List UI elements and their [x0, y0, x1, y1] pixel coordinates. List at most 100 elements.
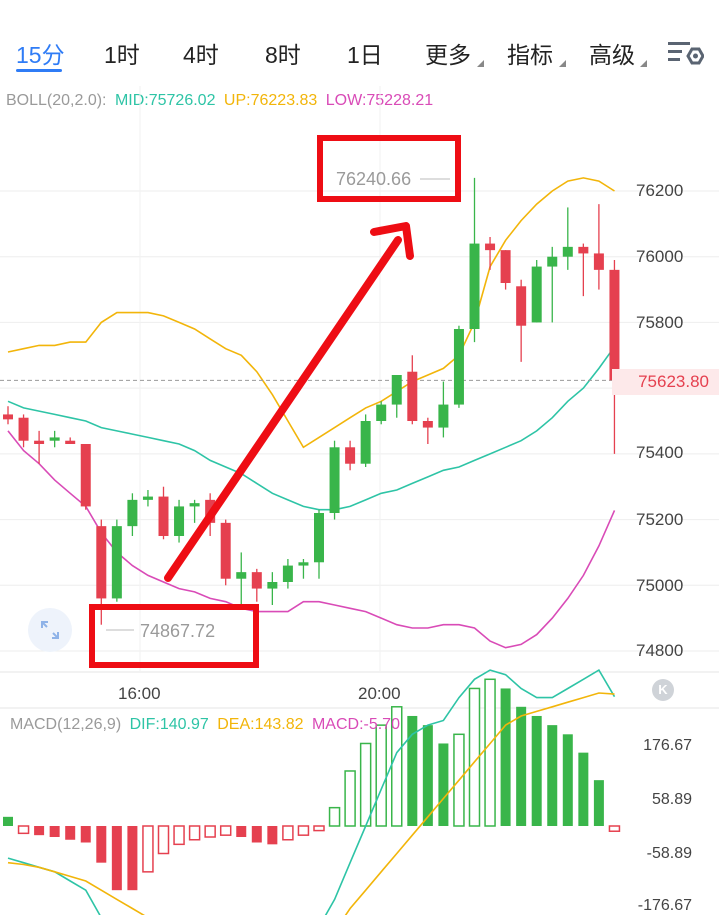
tab-more[interactable]: 更多: [425, 42, 471, 68]
macd-bar: [142, 825, 154, 873]
candle-body: [562, 246, 573, 257]
low-annotation-box: [89, 604, 259, 668]
candle-body: [298, 562, 309, 566]
macd-bar: [157, 825, 170, 855]
y-tick-76200: 76200: [636, 181, 684, 200]
macd-bar: [531, 715, 542, 826]
macd-bar: [173, 825, 185, 846]
macd-bar: [562, 734, 573, 826]
macd-dif: DIF:140.97: [129, 716, 209, 733]
boll-low: LOW:75228.21: [325, 92, 434, 109]
candle-body: [49, 437, 60, 441]
candle-body: [127, 499, 138, 527]
macd-dif-line: [7, 669, 616, 915]
macd-bar: [422, 725, 433, 826]
macd-legend: MACD(12,26,9) DIF:140.97 DEA:143.82 MACD…: [6, 716, 400, 734]
expand-icon: [41, 621, 59, 639]
candle-body: [34, 440, 45, 444]
advanced-dropdown-icon: [640, 60, 647, 67]
candle-body: [407, 371, 418, 421]
annotation-arrow-shaft: [164, 236, 402, 582]
macd-bar: [328, 806, 341, 827]
macd-bar: [188, 825, 201, 841]
macd-dea-line: [7, 692, 615, 915]
tab-1d[interactable]: 1日: [347, 42, 383, 68]
candle-body: [267, 582, 278, 589]
candle-body: [422, 421, 433, 428]
macd-bar: [127, 826, 138, 891]
macd-bar: [407, 715, 418, 826]
macd-bar: [313, 825, 325, 832]
current-price-tag: 75623.80: [612, 369, 719, 395]
macd-name: MACD(12,26,9): [10, 716, 122, 733]
macd-bar: [251, 826, 262, 843]
macd-bar: [80, 826, 91, 843]
macd-bar: [282, 825, 294, 841]
chart-settings-icon[interactable]: [668, 40, 704, 70]
macd-bar: [484, 678, 496, 827]
candle-body: [251, 572, 262, 589]
boll-upper-line: [7, 177, 615, 449]
candle-body: [500, 250, 511, 283]
candle-body: [158, 496, 169, 536]
candle-body: [593, 253, 604, 270]
tab-8h[interactable]: 8时: [265, 42, 301, 68]
macd-bar: [219, 825, 232, 836]
indicators-dropdown-icon: [559, 60, 566, 67]
x-tick-2000: 20:00: [358, 684, 401, 703]
boll-lower-line: [7, 430, 616, 649]
macd-bar: [65, 826, 76, 840]
candle-body: [189, 503, 200, 507]
macd-bar: [468, 687, 481, 827]
candle-body: [282, 565, 293, 582]
y-tick-74800: 74800: [636, 641, 684, 660]
macd-bar: [17, 825, 30, 835]
candle-body: [453, 329, 464, 405]
macd-bar: [236, 826, 247, 838]
candle-body: [438, 404, 449, 428]
macd-bar: [593, 780, 604, 826]
high-annotation-box: [317, 135, 461, 202]
chart-toggle-button[interactable]: K: [652, 679, 674, 701]
candle-body: [329, 447, 340, 513]
tab-15min[interactable]: 15分: [16, 42, 65, 68]
candle-body: [609, 269, 620, 381]
tab-1h[interactable]: 1时: [104, 42, 140, 68]
candle-body: [314, 513, 324, 563]
tab-indicators[interactable]: 指标: [507, 42, 553, 68]
macd-bar: [96, 826, 107, 863]
candle-body: [469, 243, 480, 329]
candle-body: [65, 440, 76, 444]
y-tick-75000: 75000: [636, 576, 684, 595]
candle-body: [96, 526, 107, 599]
candle-body: [516, 286, 527, 326]
candle-body: [220, 522, 231, 579]
macd-dea: DEA:143.82: [217, 716, 304, 733]
macd-bar: [500, 688, 511, 826]
tab-advanced[interactable]: 高级: [589, 42, 635, 68]
candle-body: [236, 572, 247, 579]
tab-4h[interactable]: 4时: [183, 42, 219, 68]
expand-chart-button[interactable]: [28, 608, 72, 652]
macd-bar: [344, 770, 356, 827]
macd-bar: [438, 743, 449, 826]
annotation-arrow-head: [370, 222, 414, 260]
active-tab-indicator: [16, 69, 62, 72]
candle-body: [578, 246, 589, 254]
low-price-label: 74867.72: [140, 621, 216, 641]
macd-bar: [111, 826, 122, 891]
y-tick-75200: 75200: [636, 510, 684, 529]
macd-bar: [267, 826, 278, 845]
candle-body: [142, 496, 153, 500]
candle-body: [391, 375, 402, 405]
y-tick-75800: 75800: [636, 313, 684, 332]
candle-body: [531, 266, 542, 323]
y-tick-75400: 75400: [636, 443, 684, 462]
candle-body: [80, 444, 91, 507]
boll-up: UP:76223.83: [223, 92, 318, 109]
high-price-label: 76240.66: [336, 169, 412, 189]
more-dropdown-icon: [477, 60, 484, 67]
boll-name: BOLL(20,2.0):: [6, 92, 107, 109]
candle-body: [345, 447, 356, 464]
